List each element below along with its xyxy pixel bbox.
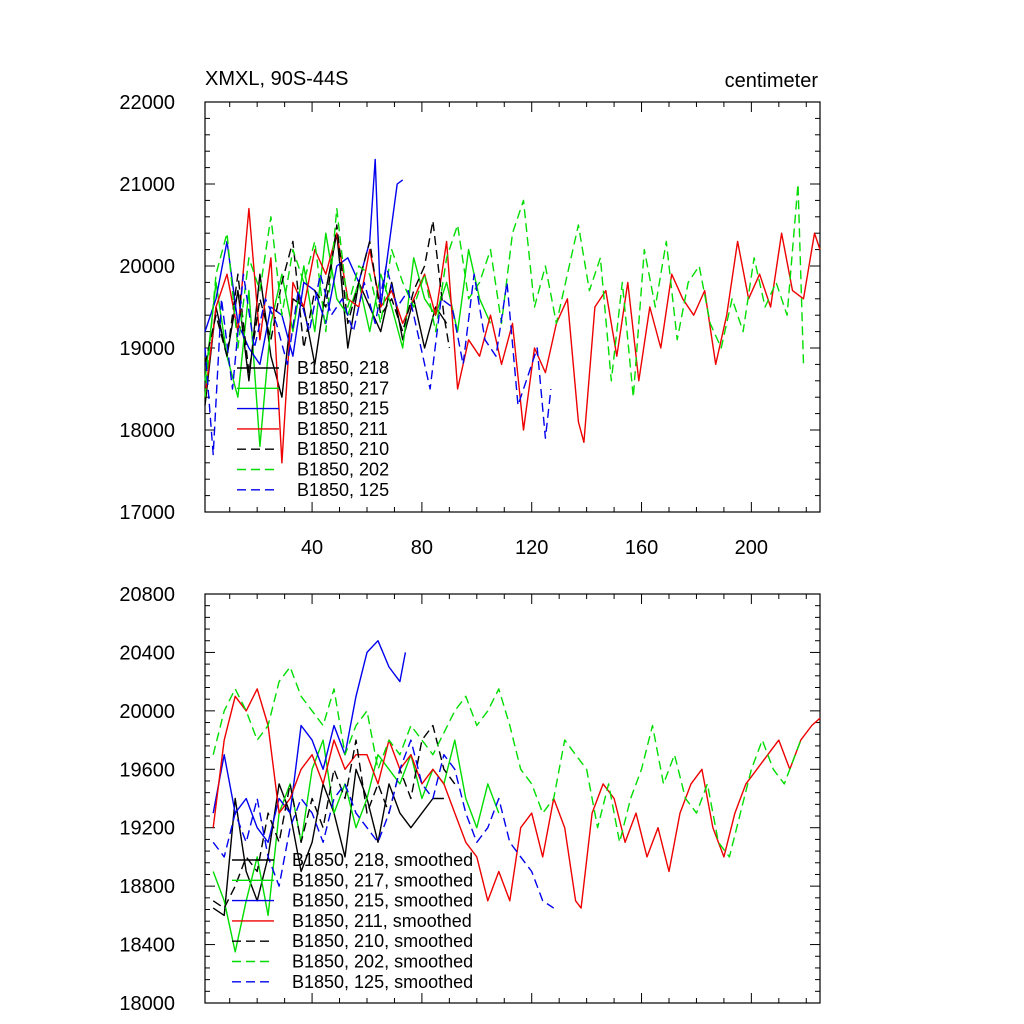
series-line-5 (204, 183, 805, 398)
series-line-0 (204, 232, 448, 406)
x-tick-label: 80 (411, 537, 433, 559)
legend-label: B1850, 217, smoothed (292, 870, 473, 890)
series-line-1 (212, 739, 500, 953)
x-tick-label: 160 (625, 537, 658, 559)
legend-label: B1850, 215 (297, 399, 389, 419)
series-line-3 (212, 688, 821, 909)
x-tick-label: 200 (735, 537, 768, 559)
y-tick-label: 22000 (119, 92, 175, 114)
legend-label: B1850, 202 (297, 460, 389, 480)
legend-label: B1850, 125, smoothed (292, 972, 473, 992)
y-tick-label: 20400 (119, 642, 175, 664)
x-tick-label: 120 (515, 537, 548, 559)
y-tick-label: 20800 (119, 584, 175, 606)
x-tick-label: 40 (301, 537, 323, 559)
legend-label: B1850, 215, smoothed (292, 891, 473, 911)
legend-label: B1850, 211 (297, 419, 388, 439)
series-line-5 (212, 666, 802, 858)
chart-title-right: centimeter (725, 70, 819, 92)
legend-label: B1850, 210 (297, 439, 389, 459)
y-tick-label: 18400 (119, 935, 175, 957)
y-tick-label: 18800 (119, 876, 175, 898)
plot-frame-1 (204, 593, 821, 1004)
chart-title-left: XMXL, 90S-44S (205, 68, 348, 90)
series-line-0 (212, 768, 444, 917)
series-line-2 (212, 640, 407, 843)
series-line-2 (204, 158, 404, 366)
plot-frame-0 (204, 101, 821, 513)
legend-label: B1850, 218, smoothed (292, 850, 473, 870)
legend-label: B1850, 211, smoothed (292, 911, 472, 931)
legend-label: B1850, 218 (297, 358, 389, 378)
y-tick-label: 20000 (119, 256, 175, 278)
legend-label: B1850, 210, smoothed (292, 931, 473, 951)
y-tick-label: 19200 (119, 818, 175, 840)
y-tick-label: 19000 (119, 338, 175, 360)
y-tick-label: 19600 (119, 759, 175, 781)
series-line-4 (204, 220, 451, 374)
y-tick-label: 20000 (119, 701, 175, 723)
legend-label: B1850, 125 (297, 480, 389, 500)
y-tick-label: 18000 (119, 993, 175, 1015)
y-tick-label: 17000 (119, 502, 175, 524)
series-line-6 (212, 739, 555, 909)
legend-label: B1850, 202, smoothed (292, 952, 473, 972)
legend-label: B1850, 217 (297, 378, 389, 398)
y-tick-label: 21000 (119, 174, 175, 196)
y-tick-label: 18000 (119, 420, 175, 442)
series-line-6 (204, 265, 552, 456)
series-line-3 (204, 207, 821, 464)
